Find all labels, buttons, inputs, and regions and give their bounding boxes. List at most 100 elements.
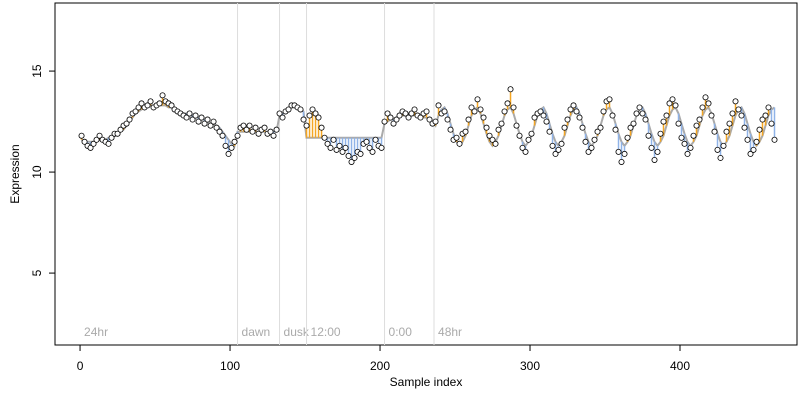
y-tick-label: 10: [30, 165, 44, 179]
data-point: [156, 100, 163, 107]
data-point: [696, 116, 703, 123]
data-point: [243, 126, 250, 133]
data-point: [147, 98, 154, 105]
data-point: [555, 146, 562, 153]
data-point: [669, 96, 676, 103]
data-point: [219, 132, 226, 139]
data-point: [108, 134, 115, 141]
data-point: [402, 110, 409, 117]
data-point: [327, 144, 334, 151]
data-point: [297, 106, 304, 113]
data-point: [558, 140, 565, 147]
data-point: [225, 150, 232, 157]
data-point: [474, 96, 481, 103]
data-point: [486, 132, 493, 139]
plot-frame: [54, 2, 798, 346]
data-point: [738, 112, 745, 119]
data-point: [729, 110, 736, 117]
data-point: [489, 136, 496, 143]
x-tick-label: 200: [370, 359, 390, 373]
data-point: [567, 106, 574, 113]
data-point: [594, 128, 601, 135]
data-point: [756, 126, 763, 133]
data-point: [453, 134, 460, 141]
data-point: [636, 104, 643, 111]
data-point: [762, 112, 769, 119]
data-point: [231, 138, 238, 145]
data-point: [87, 144, 94, 151]
data-point: [240, 122, 247, 129]
data-point: [216, 128, 223, 135]
data-point: [378, 144, 385, 151]
data-point: [516, 132, 523, 139]
data-point: [624, 134, 631, 141]
data-point: [471, 108, 478, 115]
y-tick-label: 15: [30, 64, 44, 78]
data-point: [627, 124, 634, 131]
data-point: [468, 104, 475, 111]
y-tick-label: 5: [30, 269, 44, 276]
segment-label: 0:00: [389, 325, 413, 339]
data-point: [612, 126, 619, 133]
data-point: [711, 128, 718, 135]
data-point: [675, 120, 682, 127]
data-point: [681, 140, 688, 147]
data-point: [261, 124, 268, 131]
data-point: [321, 134, 328, 141]
data-point: [522, 148, 529, 155]
data-point: [576, 114, 583, 121]
data-point: [324, 140, 331, 147]
data-point: [615, 148, 622, 155]
data-point: [351, 154, 358, 161]
data-point: [90, 140, 97, 147]
data-point: [747, 150, 754, 157]
data-point: [408, 110, 415, 117]
data-point: [363, 138, 370, 145]
data-point: [315, 114, 322, 121]
data-point: [186, 110, 193, 117]
data-point: [687, 144, 694, 151]
data-point: [252, 124, 259, 131]
data-point: [723, 128, 730, 135]
segment-label: dawn: [242, 325, 271, 339]
data-point: [81, 138, 88, 145]
data-point: [306, 112, 313, 119]
data-point: [741, 124, 748, 131]
data-point: [609, 112, 616, 119]
data-point: [447, 126, 454, 133]
data-point: [561, 124, 568, 131]
data-point: [621, 150, 628, 157]
data-point: [204, 116, 211, 123]
data-point: [726, 120, 733, 127]
data-point: [201, 120, 208, 127]
data-point: [330, 136, 337, 143]
data-point: [750, 146, 757, 153]
data-point: [279, 114, 286, 121]
data-point: [642, 116, 649, 123]
data-point: [93, 136, 100, 143]
data-point: [705, 100, 712, 107]
data-point: [105, 140, 112, 147]
data-point: [144, 102, 151, 109]
data-point: [483, 124, 490, 131]
data-point: [654, 148, 661, 155]
data-point: [666, 100, 673, 107]
data-point: [396, 112, 403, 119]
data-point: [318, 124, 325, 131]
data-point: [570, 102, 577, 109]
data-point: [195, 118, 202, 125]
segment-label: 24hr: [84, 325, 108, 339]
data-point: [456, 140, 463, 147]
x-tick-label: 100: [220, 359, 240, 373]
data-point: [312, 110, 319, 117]
data-point: [417, 114, 424, 121]
x-tick-label: 0: [77, 359, 84, 373]
data-point: [117, 126, 124, 133]
data-point: [633, 110, 640, 117]
data-point: [663, 112, 670, 119]
data-point: [768, 120, 775, 127]
data-point: [519, 144, 526, 151]
data-point: [513, 122, 520, 129]
data-point: [759, 116, 766, 123]
